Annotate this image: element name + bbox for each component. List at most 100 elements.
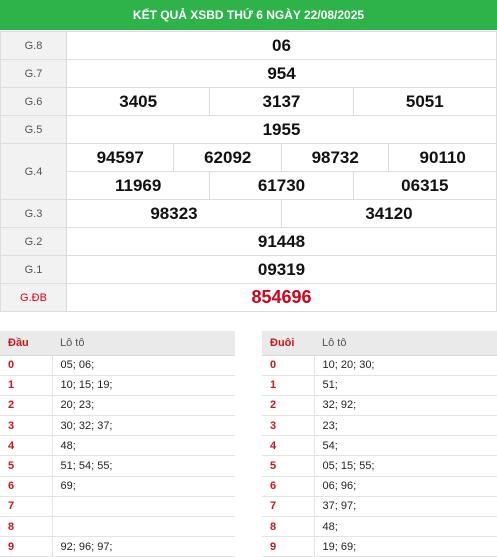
prize-number: 98732 xyxy=(280,143,390,172)
row-key: 7 xyxy=(0,496,53,518)
row-key: 3 xyxy=(0,415,53,437)
row-key: 9 xyxy=(0,536,53,557)
prize-number: 1955 xyxy=(66,115,497,144)
prize-label: G.7 xyxy=(0,59,67,88)
row-value: 23; xyxy=(314,415,497,437)
table-row: 2 32; 92; xyxy=(262,395,497,417)
table-row: 1 51; xyxy=(262,375,497,396)
table-row: 8 48; xyxy=(262,516,497,538)
row-key: 1 xyxy=(262,375,315,396)
prize-row-special: G.ĐB 854696 xyxy=(0,283,497,312)
prize-number: 3137 xyxy=(209,87,354,116)
prize-number: 62092 xyxy=(173,143,282,172)
prize-label: G.1 xyxy=(0,255,67,284)
table-row: 0 10; 20; 30; xyxy=(262,355,497,376)
dau-header: Đầu xyxy=(0,331,52,356)
prize-row-g1: G.1 09319 xyxy=(0,255,497,284)
prize-label: G.5 xyxy=(0,115,67,144)
row-key: 4 xyxy=(262,435,315,457)
prize-row-g4-a: G.4 94597 62092 98732 90110 xyxy=(0,143,497,200)
prize-number: 11969 xyxy=(65,171,211,200)
table-row: 1 10; 15; 19; xyxy=(0,375,235,396)
prize-label: G.8 xyxy=(0,31,67,60)
table-row: 0 05; 06; xyxy=(0,355,235,376)
table-row: 3 30; 32; 37; xyxy=(0,415,235,437)
results-header: KẾT QUẢ XSBD THỨ 6 NGÀY 22/08/2025 xyxy=(0,0,497,30)
row-key: 8 xyxy=(0,516,53,538)
row-key: 2 xyxy=(0,395,53,417)
row-value: 20; 23; xyxy=(52,395,235,417)
table-row: 4 54; xyxy=(262,435,497,457)
row-value xyxy=(52,516,235,538)
dau-lotto-table: Đầu Lô tô 0 05; 06; 1 10; 15; 19; 2 20; 23;… xyxy=(0,331,235,557)
prize-number: 34120 xyxy=(280,199,497,228)
row-key: 9 xyxy=(262,536,315,557)
table-row: 6 06; 96; xyxy=(262,476,497,497)
row-value: 51; 54; 55; xyxy=(52,455,235,477)
table-row: 2 20; 23; xyxy=(0,395,235,417)
prize-number: 3405 xyxy=(65,87,211,116)
table-row: 9 92; 96; 97; xyxy=(0,536,235,557)
prize-row-g2: G.2 91448 xyxy=(0,227,497,256)
prize-row-g5: G.5 1955 xyxy=(0,115,497,144)
prize-number: 5051 xyxy=(352,87,497,116)
prize-label: G.6 xyxy=(0,87,67,116)
prize-number: 61730 xyxy=(209,171,354,200)
table-row: 7 xyxy=(0,496,235,518)
table-row: 4 48; xyxy=(0,435,235,457)
row-key: 5 xyxy=(0,455,53,477)
results-title: KẾT QUẢ XSBD THỨ 6 NGÀY 22/08/2025 xyxy=(132,8,365,22)
table-row: 5 05; 15; 55; xyxy=(262,455,497,477)
prize-number: 90110 xyxy=(388,143,497,172)
loto-header: Lô tô xyxy=(52,331,235,356)
row-key: 1 xyxy=(0,375,53,396)
prize-number: 06 xyxy=(66,31,497,60)
row-value: 32; 92; xyxy=(314,395,497,417)
prize-table: G.8 06 G.7 954 G.6 3405 3137 5051 G.5 19… xyxy=(0,31,497,312)
row-value: 30; 32; 37; xyxy=(52,415,235,437)
special-prize-number: 854696 xyxy=(66,283,497,312)
table-row: 9 19; 69; xyxy=(262,536,497,557)
loto-header: Lô tô xyxy=(314,331,497,356)
table-row: 3 23; xyxy=(262,415,497,437)
prize-number: 98323 xyxy=(66,199,282,228)
row-key: 7 xyxy=(262,496,315,518)
row-key: 8 xyxy=(262,516,315,538)
table-row: 8 xyxy=(0,516,235,538)
prize-number: 06315 xyxy=(352,171,497,200)
prize-row-g7: G.7 954 xyxy=(0,59,497,88)
row-value: 69; xyxy=(52,476,235,497)
row-value: 10; 15; 19; xyxy=(52,375,235,396)
row-value: 06; 96; xyxy=(314,476,497,497)
row-value: 05; 15; 55; xyxy=(314,455,497,477)
prize-row-g3: G.3 98323 34120 xyxy=(0,199,497,228)
prize-label: G.2 xyxy=(0,227,67,256)
prize-label-special: G.ĐB xyxy=(0,283,67,312)
prize-row-g8: G.8 06 xyxy=(0,31,497,60)
prize-label: G.3 xyxy=(0,199,67,228)
prize-label: G.4 xyxy=(0,143,67,200)
table-row: 7 37; 97; xyxy=(262,496,497,518)
row-value: 19; 69; xyxy=(314,536,497,557)
duoi-header: Đuôi xyxy=(262,331,314,356)
row-value: 48; xyxy=(314,516,497,538)
prize-number: 94597 xyxy=(65,143,175,172)
row-key: 4 xyxy=(0,435,53,457)
row-key: 6 xyxy=(262,476,315,497)
row-key: 0 xyxy=(262,355,315,376)
row-key: 6 xyxy=(0,476,53,497)
row-key: 3 xyxy=(262,415,315,437)
row-value: 05; 06; xyxy=(52,355,235,376)
row-key: 2 xyxy=(262,395,315,417)
row-key: 5 xyxy=(262,455,315,477)
row-value: 48; xyxy=(52,435,235,457)
prize-number: 954 xyxy=(66,59,497,88)
row-value: 10; 20; 30; xyxy=(314,355,497,376)
prize-number: 09319 xyxy=(66,255,497,284)
row-value: 92; 96; 97; xyxy=(52,536,235,557)
row-value: 37; 97; xyxy=(314,496,497,518)
table-row: 6 69; xyxy=(0,476,235,497)
prize-row-g4-b: 11969 61730 06315 xyxy=(1,171,497,200)
prize-row-g6: G.6 3405 3137 5051 xyxy=(0,87,497,116)
